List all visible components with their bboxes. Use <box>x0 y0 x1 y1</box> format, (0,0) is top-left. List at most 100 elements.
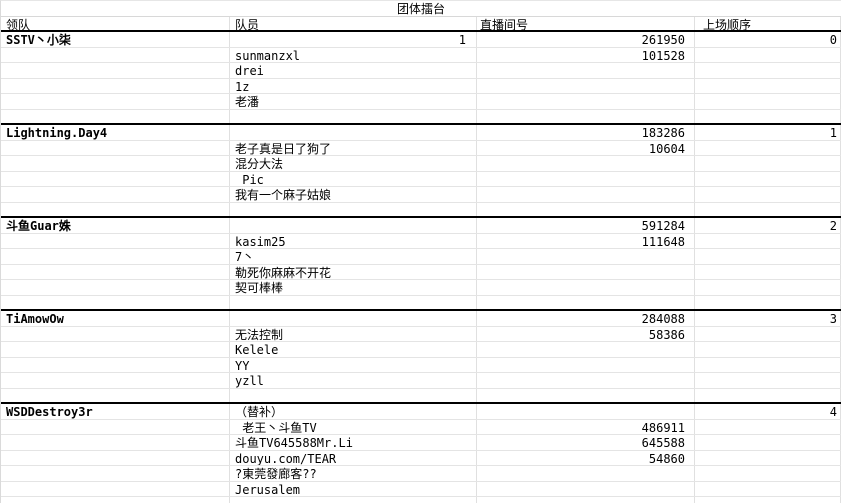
cell-leader[interactable]: TiAmowOw <box>1 311 230 326</box>
cell-leader[interactable] <box>1 109 230 123</box>
cell-room[interactable]: 486911 <box>477 419 695 434</box>
cell-room[interactable]: 58386 <box>477 326 695 341</box>
cell-order[interactable] <box>695 63 841 78</box>
cell-room[interactable] <box>477 78 695 93</box>
cell-leader[interactable] <box>1 233 230 248</box>
cell-leader[interactable] <box>1 280 230 295</box>
cell-room[interactable] <box>477 264 695 279</box>
cell-room[interactable] <box>477 404 695 419</box>
cell-room[interactable] <box>477 280 695 295</box>
cell-order[interactable] <box>695 435 841 450</box>
cell-room[interactable] <box>477 497 695 503</box>
cell-member[interactable]: 斗鱼TV645588Mr.Li <box>230 435 477 450</box>
cell-member[interactable]: 7丶 <box>230 249 477 264</box>
cell-room[interactable]: 284088 <box>477 311 695 326</box>
cell-order[interactable] <box>695 249 841 264</box>
cell-member[interactable]: sunmanzxl <box>230 47 477 62</box>
cell-member[interactable]: 混分大法 <box>230 156 477 171</box>
cell-room[interactable] <box>477 187 695 202</box>
cell-room[interactable]: 645588 <box>477 435 695 450</box>
cell-member[interactable] <box>230 218 477 233</box>
cell-room[interactable]: 101528 <box>477 47 695 62</box>
cell-member[interactable] <box>230 202 477 216</box>
cell-room[interactable] <box>477 156 695 171</box>
cell-room[interactable]: 261950 <box>477 32 695 47</box>
cell-order[interactable] <box>695 140 841 155</box>
column-header-order[interactable]: 上场顺序 <box>695 16 841 30</box>
cell-leader[interactable]: SSTV丶小柒 <box>1 32 230 47</box>
column-header-leader[interactable]: 领队 <box>1 16 230 30</box>
cell-leader[interactable]: WSDDestroy3r <box>1 404 230 419</box>
cell-member[interactable]: drei <box>230 63 477 78</box>
cell-member[interactable] <box>230 311 477 326</box>
cell-member[interactable]: 老王丶斗鱼TV <box>230 419 477 434</box>
cell-room[interactable] <box>477 94 695 109</box>
cell-leader[interactable] <box>1 388 230 402</box>
cell-leader[interactable] <box>1 419 230 434</box>
cell-order[interactable] <box>695 342 841 357</box>
cell-room[interactable] <box>477 63 695 78</box>
cell-member[interactable]: YY <box>230 357 477 372</box>
cell-order[interactable]: 1 <box>695 125 841 140</box>
cell-order[interactable] <box>695 233 841 248</box>
cell-order[interactable] <box>695 109 841 123</box>
cell-room[interactable] <box>477 342 695 357</box>
cell-member[interactable]: 契可棒棒 <box>230 280 477 295</box>
cell-member[interactable]: kasim25 <box>230 233 477 248</box>
cell-order[interactable] <box>695 171 841 186</box>
cell-member[interactable]: Jerusalem <box>230 481 477 496</box>
cell-member[interactable] <box>230 497 477 503</box>
cell-leader[interactable] <box>1 187 230 202</box>
cell-leader[interactable] <box>1 78 230 93</box>
cell-room[interactable]: 54860 <box>477 450 695 465</box>
cell-room[interactable] <box>477 295 695 309</box>
cell-order[interactable] <box>695 419 841 434</box>
cell-order[interactable] <box>695 295 841 309</box>
cell-room[interactable] <box>477 171 695 186</box>
cell-room[interactable] <box>477 109 695 123</box>
column-header-room[interactable]: 直播间号 <box>477 16 695 30</box>
cell-room[interactable]: 111648 <box>477 233 695 248</box>
cell-member[interactable]: 老潘 <box>230 94 477 109</box>
cell-member[interactable]: （替补） <box>230 404 477 419</box>
cell-leader[interactable] <box>1 326 230 341</box>
cell-member[interactable]: 勒死你麻麻不开花 <box>230 264 477 279</box>
cell-order[interactable] <box>695 373 841 388</box>
cell-member[interactable]: douyu.com/TEAR <box>230 450 477 465</box>
cell-order[interactable] <box>695 326 841 341</box>
cell-order[interactable] <box>695 202 841 216</box>
cell-room[interactable] <box>477 249 695 264</box>
cell-leader[interactable] <box>1 94 230 109</box>
cell-leader[interactable] <box>1 357 230 372</box>
cell-leader[interactable]: Lightning.Day4 <box>1 125 230 140</box>
cell-leader[interactable] <box>1 295 230 309</box>
cell-member[interactable]: 1z <box>230 78 477 93</box>
cell-member[interactable]: yzll <box>230 373 477 388</box>
column-header-member[interactable]: 队员 <box>230 16 477 30</box>
cell-order[interactable] <box>695 156 841 171</box>
cell-leader[interactable] <box>1 249 230 264</box>
cell-member[interactable]: 我有一个麻子姑娘 <box>230 187 477 202</box>
cell-order[interactable]: 2 <box>695 218 841 233</box>
sheet-title[interactable]: 团体擂台 <box>396 2 445 16</box>
cell-order[interactable] <box>695 264 841 279</box>
cell-room[interactable] <box>477 357 695 372</box>
cell-room[interactable]: 183286 <box>477 125 695 140</box>
cell-member[interactable]: ?東莞發廊客?? <box>230 466 477 481</box>
cell-order[interactable] <box>695 94 841 109</box>
cell-order[interactable] <box>695 497 841 503</box>
cell-leader[interactable] <box>1 342 230 357</box>
cell-leader[interactable] <box>1 171 230 186</box>
cell-member[interactable]: 无法控制 <box>230 326 477 341</box>
cell-leader[interactable] <box>1 435 230 450</box>
cell-member[interactable] <box>230 125 477 140</box>
cell-leader[interactable] <box>1 140 230 155</box>
cell-room[interactable] <box>477 481 695 496</box>
cell-room[interactable]: 10604 <box>477 140 695 155</box>
cell-order[interactable]: 0 <box>695 32 841 47</box>
cell-member[interactable] <box>230 388 477 402</box>
cell-order[interactable] <box>695 280 841 295</box>
cell-room[interactable]: 591284 <box>477 218 695 233</box>
cell-member[interactable]: Kelele <box>230 342 477 357</box>
cell-member[interactable] <box>230 109 477 123</box>
